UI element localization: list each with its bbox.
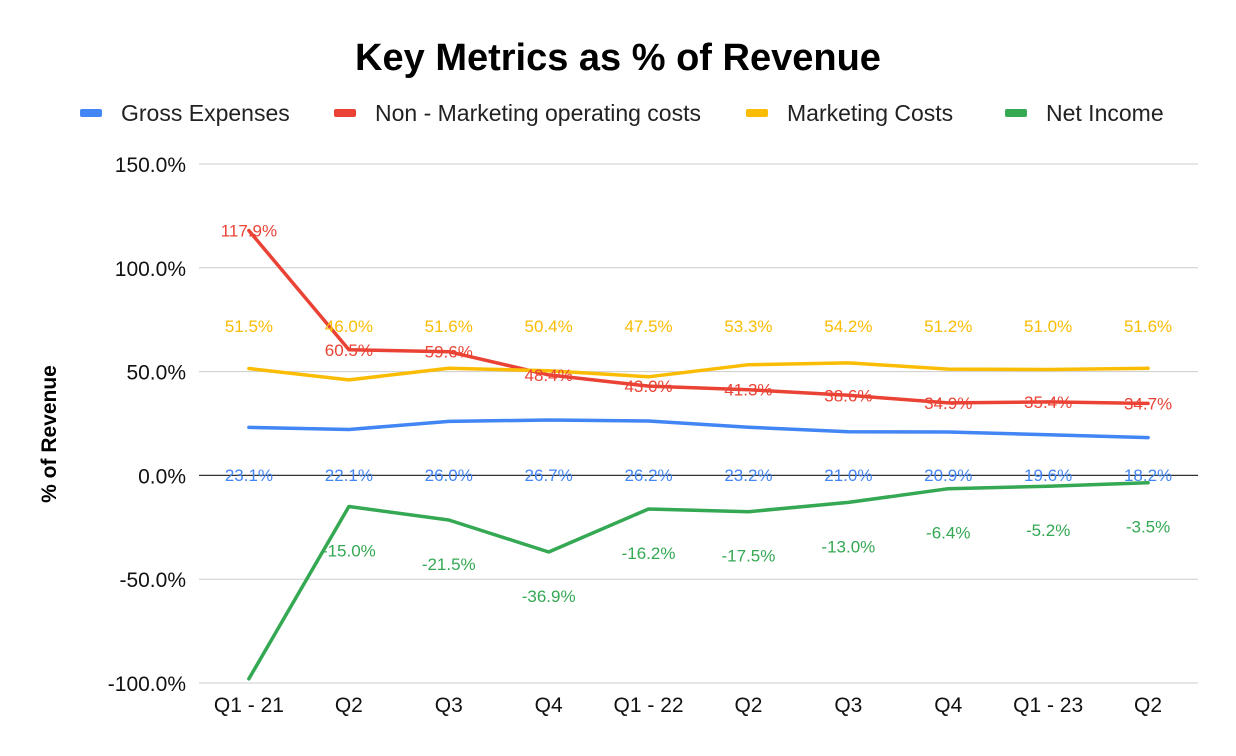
- data-label: -5.2%: [1026, 521, 1070, 540]
- x-tick-label: Q2: [1134, 694, 1162, 717]
- x-tick-label: Q3: [435, 694, 463, 717]
- data-label: 34.9%: [924, 394, 972, 413]
- x-tick-label: Q2: [335, 694, 363, 717]
- legend-swatch: [334, 109, 356, 117]
- data-label: 34.7%: [1124, 394, 1172, 413]
- data-label: -21.5%: [422, 555, 476, 574]
- x-tick-label: Q3: [834, 694, 862, 717]
- data-label: 54.2%: [824, 317, 872, 336]
- series-line: [247, 480, 1150, 681]
- data-label: 51.5%: [225, 317, 273, 336]
- x-tick-label: Q1 - 22: [614, 694, 684, 717]
- data-label: -3.5%: [1126, 518, 1170, 537]
- data-label: -16.2%: [622, 544, 676, 563]
- legend-label: Non - Marketing operating costs: [375, 100, 701, 126]
- legend-label: Gross Expenses: [121, 100, 290, 126]
- data-label: 51.0%: [1024, 317, 1072, 336]
- data-labels: 23.1% 22.1% 26.0% 26.7% 26.2% 23.2% 21.0% 20.9%…: [221, 222, 1172, 606]
- legend-label: Marketing Costs: [787, 100, 953, 126]
- x-tick-label: Q1 - 21: [214, 694, 284, 717]
- data-label: -6.4%: [926, 524, 970, 543]
- data-label: 51.2%: [924, 317, 972, 336]
- x-axis-ticks: Q1 - 21 Q2 Q3 Q4 Q1 - 22 Q2 Q3 Q4 Q1 - 23 Q2: [214, 694, 1162, 717]
- data-label: 117.9%: [221, 222, 277, 241]
- data-label: 22.1%: [325, 466, 373, 485]
- series-line: [247, 228, 1150, 406]
- data-label: 59.6%: [425, 343, 473, 362]
- data-label: 38.6%: [824, 386, 872, 405]
- legend: Gross Expenses Non - Marketing operating …: [80, 100, 1164, 126]
- data-label: 26.0%: [425, 466, 473, 485]
- x-tick-label: Q1 - 23: [1013, 694, 1083, 717]
- legend-swatch: [80, 109, 102, 117]
- series-lines: [247, 228, 1150, 681]
- x-tick-label: Q4: [535, 694, 563, 717]
- legend-label: Net Income: [1046, 100, 1164, 126]
- data-label: 23.1%: [225, 466, 273, 485]
- data-label: 20.9%: [924, 466, 972, 485]
- y-tick-label: 100.0%: [115, 258, 186, 281]
- y-tick-label: 50.0%: [126, 362, 186, 385]
- legend-swatch: [746, 109, 768, 117]
- data-label: 21.0%: [824, 466, 872, 485]
- chart-title: Key Metrics as % of Revenue: [355, 37, 881, 79]
- data-label: 53.3%: [724, 317, 772, 336]
- data-label: 26.7%: [525, 466, 573, 485]
- legend-swatch: [1005, 109, 1027, 117]
- data-label: 60.5%: [325, 341, 373, 360]
- series-line: [247, 361, 1150, 382]
- series-line: [247, 418, 1150, 440]
- x-tick-label: Q2: [734, 694, 762, 717]
- y-tick-label: -100.0%: [108, 673, 186, 696]
- y-axis-ticks: 150.0% 100.0% 50.0% 0.0% -50.0% -100.0%: [108, 154, 186, 696]
- y-tick-label: -50.0%: [119, 569, 186, 592]
- data-label: -36.9%: [522, 587, 576, 606]
- data-label: 19.6%: [1024, 466, 1072, 485]
- data-label: 41.3%: [724, 381, 772, 400]
- data-label: 48.4%: [525, 366, 573, 385]
- data-label: 51.6%: [425, 317, 473, 336]
- data-label: -13.0%: [821, 537, 875, 556]
- data-label: 23.2%: [724, 466, 772, 485]
- data-label: 18.2%: [1124, 466, 1172, 485]
- y-tick-label: 0.0%: [138, 465, 186, 488]
- data-label: -17.5%: [722, 547, 776, 566]
- y-tick-label: 150.0%: [115, 154, 186, 177]
- x-tick-label: Q4: [934, 694, 962, 717]
- data-label: 50.4%: [525, 317, 573, 336]
- data-label: 43.0%: [624, 377, 672, 396]
- data-label: -15.0%: [322, 542, 376, 561]
- data-label: 35.4%: [1024, 393, 1072, 412]
- data-label: 47.5%: [624, 317, 672, 336]
- data-label: 46.0%: [325, 317, 373, 336]
- data-label: 51.6%: [1124, 317, 1172, 336]
- y-axis-label: % of Revenue: [38, 365, 61, 503]
- data-label: 26.2%: [624, 466, 672, 485]
